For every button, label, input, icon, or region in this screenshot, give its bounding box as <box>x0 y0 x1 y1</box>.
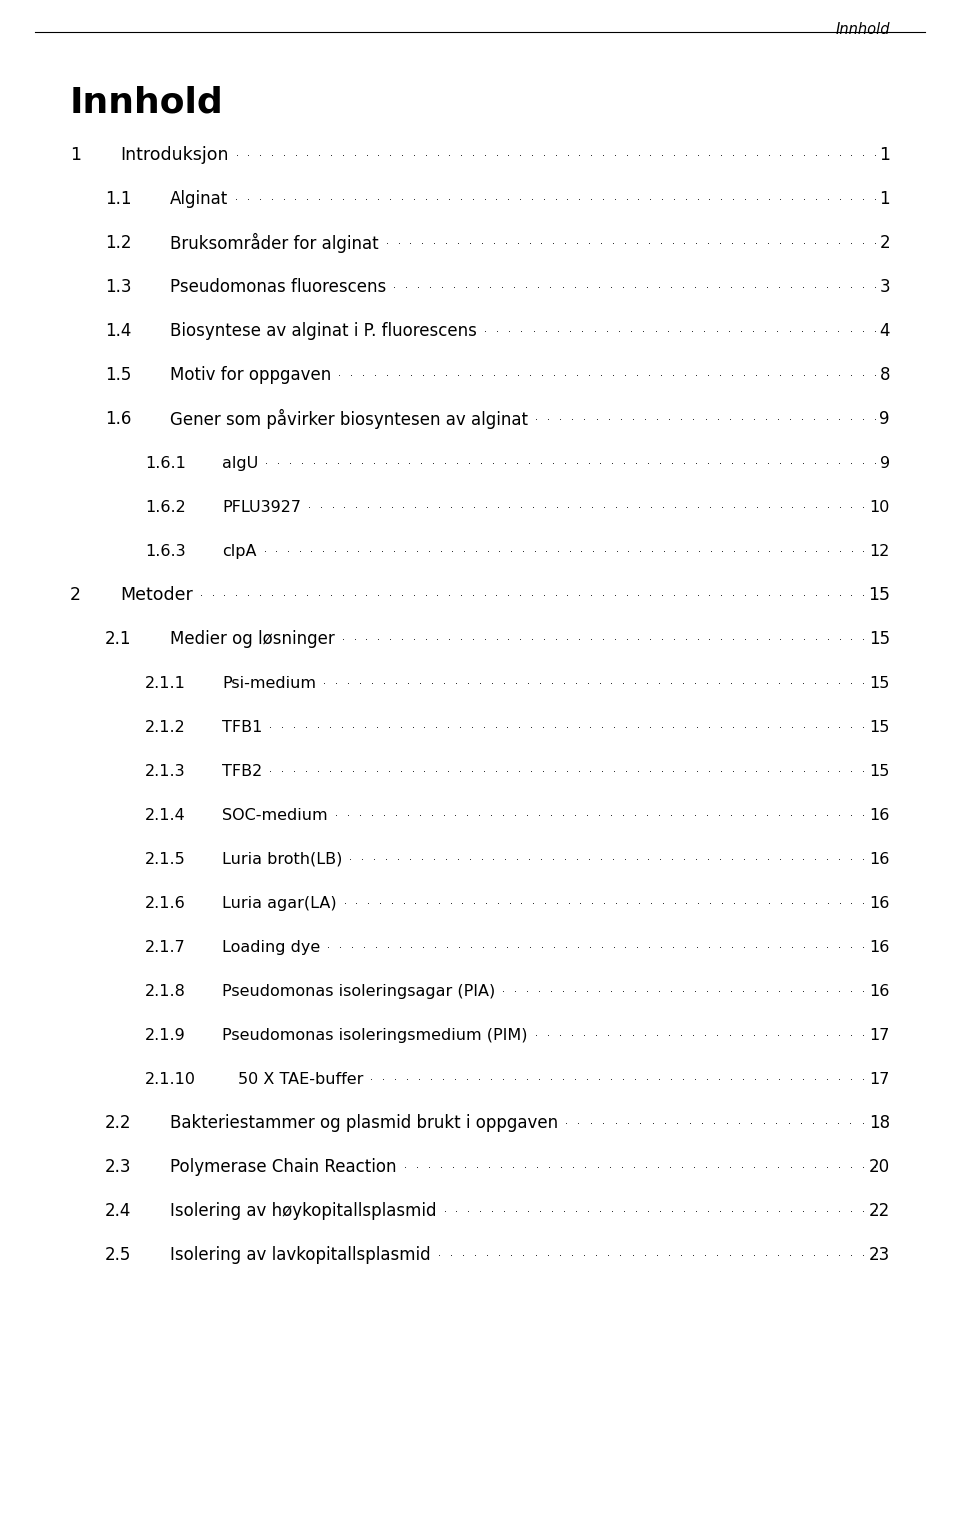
Text: PFLU3927: PFLU3927 <box>222 499 301 514</box>
Text: 1.1: 1.1 <box>105 191 132 207</box>
Text: Bakteriestammer og plasmid brukt i oppgaven: Bakteriestammer og plasmid brukt i oppga… <box>170 1114 558 1132</box>
Text: 50 X TAE-buffer: 50 X TAE-buffer <box>238 1071 364 1086</box>
Text: 2.3: 2.3 <box>105 1157 132 1176</box>
Text: 15: 15 <box>868 586 890 604</box>
Text: Luria agar(LA): Luria agar(LA) <box>222 896 337 911</box>
Text: clpA: clpA <box>222 543 256 558</box>
Text: 8: 8 <box>879 366 890 384</box>
Text: 2.1.3: 2.1.3 <box>145 764 185 779</box>
Text: 1.6.1: 1.6.1 <box>145 455 186 471</box>
Text: 2.2: 2.2 <box>105 1114 132 1132</box>
Text: 2.5: 2.5 <box>105 1247 132 1263</box>
Text: Pseudomonas isoleringsmedium (PIM): Pseudomonas isoleringsmedium (PIM) <box>222 1027 527 1042</box>
Text: 15: 15 <box>870 675 890 690</box>
Text: 20: 20 <box>869 1157 890 1176</box>
Text: 2.1.2: 2.1.2 <box>145 720 185 734</box>
Text: Biosyntese av alginat i P. fluorescens: Biosyntese av alginat i P. fluorescens <box>170 322 477 340</box>
Text: 15: 15 <box>870 764 890 779</box>
Text: Luria broth(LB): Luria broth(LB) <box>222 852 343 867</box>
Text: 23: 23 <box>869 1247 890 1263</box>
Text: TFB1: TFB1 <box>222 720 262 734</box>
Text: 2.1.5: 2.1.5 <box>145 852 185 867</box>
Text: Pseudomonas isoleringsagar (PIA): Pseudomonas isoleringsagar (PIA) <box>222 983 495 999</box>
Text: 1.6.3: 1.6.3 <box>145 543 185 558</box>
Text: 22: 22 <box>869 1201 890 1219</box>
Text: Isolering av lavkopitallsplasmid: Isolering av lavkopitallsplasmid <box>170 1247 431 1263</box>
Text: 16: 16 <box>870 983 890 999</box>
Text: 1: 1 <box>70 145 81 163</box>
Text: 1.5: 1.5 <box>105 366 132 384</box>
Text: 18: 18 <box>869 1114 890 1132</box>
Text: Innhold: Innhold <box>70 85 224 120</box>
Text: 1: 1 <box>879 191 890 207</box>
Text: Pseudomonas fluorescens: Pseudomonas fluorescens <box>170 278 386 297</box>
Text: SOC-medium: SOC-medium <box>222 808 327 823</box>
Text: 2.1.1: 2.1.1 <box>145 675 186 690</box>
Text: 17: 17 <box>870 1071 890 1086</box>
Text: 16: 16 <box>870 896 890 911</box>
Text: Loading dye: Loading dye <box>222 940 321 955</box>
Text: 2.1: 2.1 <box>105 629 132 648</box>
Text: 1.6.2: 1.6.2 <box>145 499 185 514</box>
Text: 2.1.8: 2.1.8 <box>145 983 186 999</box>
Text: 12: 12 <box>870 543 890 558</box>
Text: 16: 16 <box>870 852 890 867</box>
Text: Gener som påvirker biosyntesen av alginat: Gener som påvirker biosyntesen av algina… <box>170 409 528 430</box>
Text: Medier og løsninger: Medier og løsninger <box>170 629 335 648</box>
Text: 2.1.6: 2.1.6 <box>145 896 185 911</box>
Text: 16: 16 <box>870 940 890 955</box>
Text: 1.3: 1.3 <box>105 278 132 297</box>
Text: TFB2: TFB2 <box>222 764 262 779</box>
Text: 9: 9 <box>880 455 890 471</box>
Text: 2.4: 2.4 <box>105 1201 132 1219</box>
Text: Innhold: Innhold <box>835 23 890 36</box>
Text: 16: 16 <box>870 808 890 823</box>
Text: 2.1.7: 2.1.7 <box>145 940 185 955</box>
Text: Metoder: Metoder <box>120 586 193 604</box>
Text: 2: 2 <box>879 235 890 253</box>
Text: Psi-medium: Psi-medium <box>222 675 316 690</box>
Text: Introduksjon: Introduksjon <box>120 145 228 163</box>
Text: 2.1.9: 2.1.9 <box>145 1027 185 1042</box>
Text: 1: 1 <box>879 145 890 163</box>
Text: algU: algU <box>222 455 258 471</box>
Text: 17: 17 <box>870 1027 890 1042</box>
Text: 2.1.10: 2.1.10 <box>145 1071 196 1086</box>
Text: 15: 15 <box>869 629 890 648</box>
Text: Bruksområder for alginat: Bruksområder for alginat <box>170 233 378 253</box>
Text: 4: 4 <box>879 322 890 340</box>
Text: 9: 9 <box>879 410 890 428</box>
Text: 15: 15 <box>870 720 890 734</box>
Text: 3: 3 <box>879 278 890 297</box>
Text: Isolering av høykopitallsplasmid: Isolering av høykopitallsplasmid <box>170 1201 437 1219</box>
Text: 1.4: 1.4 <box>105 322 132 340</box>
Text: 2: 2 <box>70 586 81 604</box>
Text: 1.2: 1.2 <box>105 235 132 253</box>
Text: 2.1.4: 2.1.4 <box>145 808 185 823</box>
Text: Polymerase Chain Reaction: Polymerase Chain Reaction <box>170 1157 396 1176</box>
Text: Motiv for oppgaven: Motiv for oppgaven <box>170 366 331 384</box>
Text: 10: 10 <box>870 499 890 514</box>
Text: 1.6: 1.6 <box>105 410 132 428</box>
Text: Alginat: Alginat <box>170 191 228 207</box>
